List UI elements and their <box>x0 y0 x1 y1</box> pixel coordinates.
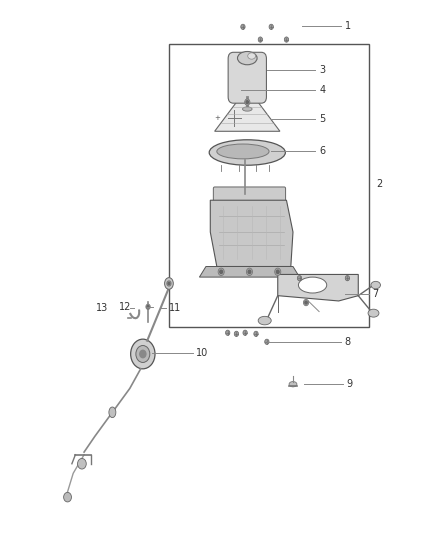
Circle shape <box>265 339 269 344</box>
Circle shape <box>254 331 258 336</box>
Circle shape <box>64 492 71 502</box>
Circle shape <box>241 24 245 29</box>
Polygon shape <box>199 266 300 277</box>
Circle shape <box>243 330 247 335</box>
Circle shape <box>136 345 150 362</box>
Circle shape <box>248 270 251 273</box>
Circle shape <box>226 330 230 335</box>
Ellipse shape <box>289 382 297 387</box>
Circle shape <box>304 300 309 306</box>
Ellipse shape <box>368 309 379 317</box>
Text: 10: 10 <box>196 348 208 358</box>
Circle shape <box>247 268 253 276</box>
Circle shape <box>258 37 262 42</box>
Text: 3: 3 <box>319 66 325 75</box>
Circle shape <box>218 268 224 276</box>
Ellipse shape <box>258 317 271 325</box>
Circle shape <box>245 99 250 106</box>
Circle shape <box>284 37 289 42</box>
Circle shape <box>269 24 273 29</box>
Polygon shape <box>215 101 280 131</box>
Ellipse shape <box>109 407 116 418</box>
Circle shape <box>167 281 171 286</box>
Text: 13: 13 <box>96 303 109 313</box>
Ellipse shape <box>217 144 269 159</box>
Circle shape <box>275 268 281 276</box>
Text: 4: 4 <box>319 85 325 95</box>
Circle shape <box>168 282 170 285</box>
Circle shape <box>147 305 149 308</box>
Text: 8: 8 <box>344 337 350 347</box>
Ellipse shape <box>165 278 173 289</box>
Ellipse shape <box>237 52 257 64</box>
Text: 5: 5 <box>319 114 325 124</box>
FancyBboxPatch shape <box>213 187 286 202</box>
Circle shape <box>220 270 223 273</box>
Circle shape <box>276 270 279 273</box>
Circle shape <box>131 339 155 369</box>
Text: 2: 2 <box>377 179 383 189</box>
Bar <box>169 44 369 327</box>
Circle shape <box>305 301 307 304</box>
Text: 9: 9 <box>346 379 352 389</box>
FancyBboxPatch shape <box>228 52 266 103</box>
Ellipse shape <box>298 277 327 293</box>
Circle shape <box>297 276 302 281</box>
Polygon shape <box>278 274 358 301</box>
Circle shape <box>345 276 350 281</box>
Polygon shape <box>210 200 293 266</box>
Circle shape <box>140 350 146 358</box>
Text: 11: 11 <box>169 303 181 313</box>
Text: +: + <box>214 115 220 121</box>
Ellipse shape <box>371 281 381 289</box>
Text: 1: 1 <box>345 21 351 31</box>
Ellipse shape <box>243 107 252 111</box>
Circle shape <box>246 101 248 103</box>
Text: 6: 6 <box>319 146 325 156</box>
Text: 7: 7 <box>372 289 378 299</box>
Circle shape <box>78 458 86 469</box>
Circle shape <box>234 331 239 336</box>
Ellipse shape <box>248 53 255 59</box>
Ellipse shape <box>209 140 286 165</box>
Text: 12: 12 <box>119 302 131 312</box>
Circle shape <box>146 304 150 310</box>
